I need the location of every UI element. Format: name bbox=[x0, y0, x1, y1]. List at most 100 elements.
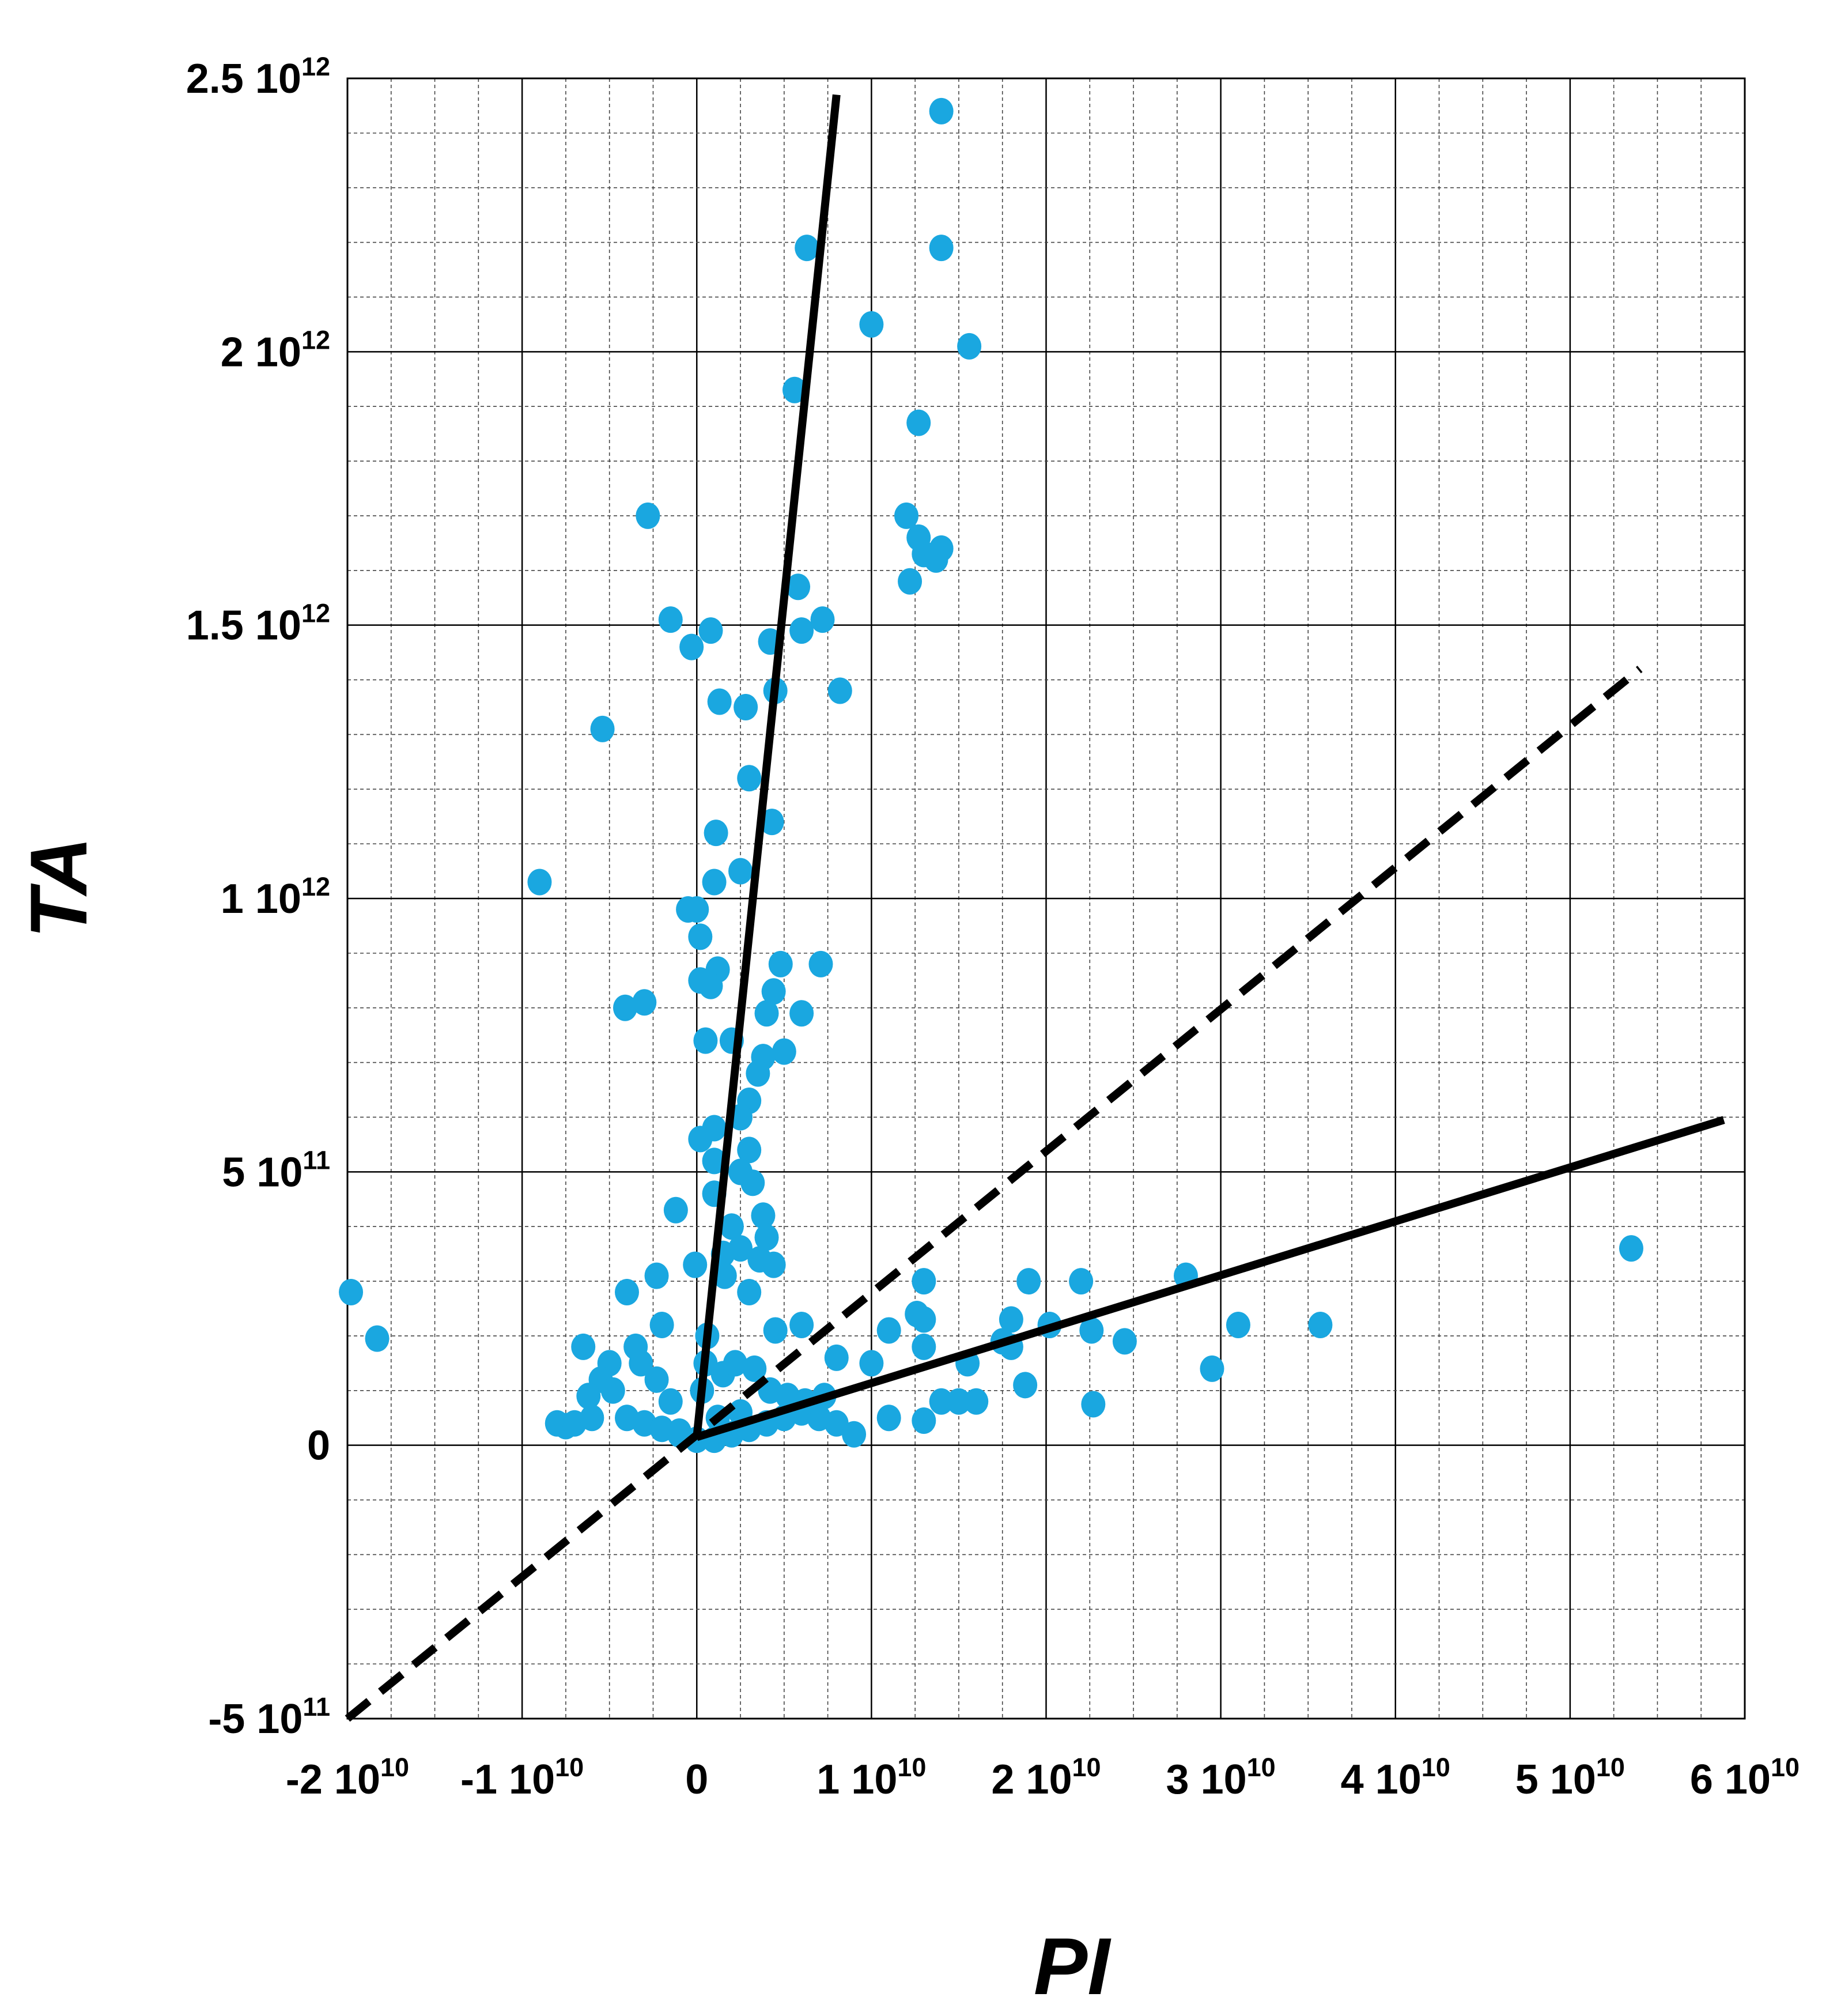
data-point bbox=[751, 1202, 776, 1229]
data-point bbox=[768, 950, 793, 977]
data-point bbox=[737, 765, 762, 792]
data-point bbox=[876, 1317, 901, 1344]
data-point bbox=[1079, 1317, 1104, 1344]
x-tick-label: 3 1010 bbox=[1166, 1753, 1276, 1803]
data-point bbox=[772, 1038, 796, 1065]
x-tick-label: 1 1010 bbox=[816, 1753, 926, 1803]
data-point bbox=[527, 869, 552, 896]
solid-fit-line bbox=[695, 1116, 1725, 1441]
data-point bbox=[1013, 1372, 1038, 1399]
data-point bbox=[688, 1126, 713, 1153]
data-point bbox=[789, 1311, 814, 1338]
data-point bbox=[795, 235, 819, 262]
data-point bbox=[759, 809, 784, 836]
data-point bbox=[613, 994, 637, 1021]
data-point bbox=[912, 1407, 936, 1434]
x-tick-label: 5 1010 bbox=[1515, 1753, 1625, 1803]
data-point bbox=[737, 1137, 762, 1164]
data-point bbox=[842, 1421, 867, 1448]
data-point bbox=[702, 1147, 727, 1175]
data-point bbox=[808, 950, 833, 977]
data-point bbox=[663, 1196, 688, 1224]
data-point bbox=[929, 235, 954, 262]
x-axis-title: PI bbox=[1034, 1921, 1112, 2011]
data-point bbox=[929, 97, 954, 124]
dashed-reference-line bbox=[345, 666, 1643, 1722]
data-point bbox=[704, 820, 728, 847]
data-point bbox=[339, 1279, 364, 1306]
data-point bbox=[693, 1027, 718, 1054]
data-point bbox=[924, 546, 948, 573]
data-point bbox=[707, 688, 732, 715]
x-tick-label: 4 1010 bbox=[1341, 1753, 1450, 1803]
data-point bbox=[1226, 1311, 1250, 1338]
data-point bbox=[964, 1388, 989, 1415]
data-point bbox=[754, 1224, 779, 1251]
data-point bbox=[1112, 1328, 1137, 1355]
data-point bbox=[782, 376, 807, 403]
data-point bbox=[1619, 1235, 1643, 1262]
data-point bbox=[632, 989, 657, 1016]
data-points bbox=[339, 97, 1643, 1454]
data-point bbox=[946, 1388, 971, 1415]
y-axis-title: TA bbox=[13, 837, 104, 938]
data-point bbox=[906, 409, 931, 436]
x-tick-label: -1 1010 bbox=[460, 1753, 584, 1803]
data-point bbox=[957, 333, 982, 360]
data-point bbox=[999, 1306, 1023, 1333]
plot-border bbox=[346, 77, 1746, 1720]
data-point bbox=[742, 1355, 767, 1382]
y-tick-label: 1 1012 bbox=[221, 872, 330, 922]
x-tick-labels: -2 1010 -1 1010 0 1 1010 2 1010 3 1010 4 1010 5… bbox=[286, 1753, 1800, 1803]
data-point bbox=[859, 311, 884, 338]
data-point bbox=[636, 502, 660, 529]
data-point bbox=[590, 715, 615, 742]
data-point bbox=[644, 1366, 669, 1393]
data-point bbox=[737, 1279, 762, 1306]
data-point bbox=[688, 923, 713, 950]
data-point bbox=[658, 1388, 683, 1415]
data-point bbox=[723, 1350, 747, 1377]
data-point bbox=[761, 978, 786, 1005]
y-tick-labels: 2.5 1012 2 1012 1.5 1012 1 1012 5 1011 0 -5 10… bbox=[186, 52, 330, 1742]
data-point bbox=[600, 1377, 625, 1404]
data-point bbox=[576, 1383, 601, 1410]
data-point bbox=[754, 1000, 779, 1027]
data-point bbox=[929, 1388, 954, 1415]
y-tick-label: 0 bbox=[307, 1423, 330, 1469]
data-point bbox=[734, 693, 758, 720]
y-tick-label: 1.5 1012 bbox=[186, 599, 330, 649]
y-tick-label: 2.5 1012 bbox=[186, 52, 330, 102]
data-point bbox=[667, 1418, 691, 1445]
data-point bbox=[712, 1262, 737, 1289]
y-tick-label: -5 1011 bbox=[208, 1692, 330, 1742]
data-point bbox=[859, 1350, 884, 1377]
reference-lines bbox=[345, 94, 1725, 1722]
data-point bbox=[679, 633, 704, 660]
data-point bbox=[789, 1000, 814, 1027]
data-point bbox=[740, 1169, 765, 1196]
data-point bbox=[827, 677, 852, 704]
data-point bbox=[644, 1262, 669, 1289]
data-point bbox=[728, 858, 753, 885]
plot-frame bbox=[346, 77, 1746, 1720]
data-point bbox=[824, 1344, 849, 1371]
x-tick-label: 6 1010 bbox=[1690, 1753, 1800, 1803]
data-point bbox=[1069, 1268, 1094, 1295]
data-point bbox=[365, 1325, 390, 1352]
data-point bbox=[763, 1317, 788, 1344]
solid-fit-line bbox=[693, 94, 841, 1438]
data-point bbox=[912, 1268, 936, 1295]
data-point bbox=[912, 1306, 936, 1333]
y-tick-label: 5 1011 bbox=[222, 1145, 330, 1195]
data-point bbox=[876, 1405, 901, 1432]
data-point bbox=[898, 568, 923, 595]
data-point bbox=[912, 1333, 936, 1360]
data-point bbox=[810, 606, 835, 633]
data-point bbox=[719, 1213, 744, 1240]
data-point bbox=[615, 1279, 639, 1306]
data-point bbox=[658, 606, 683, 633]
data-point bbox=[649, 1311, 674, 1338]
data-point bbox=[683, 1251, 708, 1278]
